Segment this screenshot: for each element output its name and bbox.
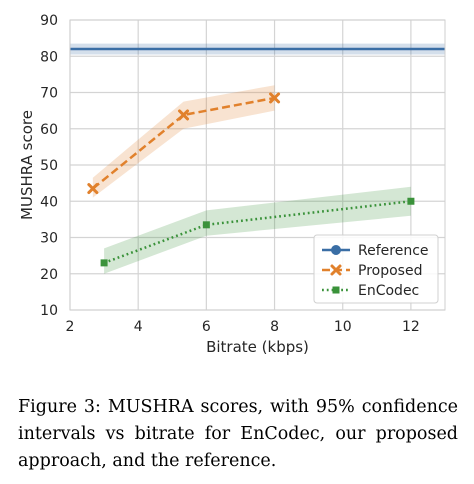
- legend-reference-label: Reference: [358, 243, 429, 259]
- x-tick-label: 2: [66, 319, 75, 335]
- y-tick-label: 90: [40, 13, 58, 29]
- proposed-line: [92, 96, 275, 190]
- proposed-point: [269, 92, 281, 104]
- x-tick-labels: 2 4 6 8 10 12: [66, 319, 420, 335]
- proposed-point: [87, 183, 99, 195]
- figure-caption: Figure 3: MUSHRA scores, with 95% confid…: [18, 397, 458, 471]
- y-tick-label: 30: [40, 231, 58, 247]
- series-markers: [87, 92, 415, 267]
- proposed-point: [178, 109, 190, 121]
- y-axis-label: MUSHRA score: [18, 110, 36, 220]
- y-tick-label: 60: [40, 122, 58, 138]
- legend-encodec-label: EnCodec: [358, 283, 419, 299]
- encodec-line: [103, 200, 412, 265]
- y-tick-label: 20: [40, 267, 58, 283]
- y-tick-label: 10: [40, 303, 58, 319]
- encodec-confidence-band: [104, 186, 411, 274]
- legend-proposed-marker: [330, 264, 342, 276]
- x-tick-label: 8: [270, 319, 279, 335]
- y-tick-label: 50: [40, 158, 58, 174]
- series-lines: [70, 47, 445, 265]
- legend-proposed-label: Proposed: [358, 263, 422, 279]
- legend-encodec-marker: [332, 286, 340, 294]
- x-tick-label: 12: [402, 319, 420, 335]
- encodec-point: [100, 259, 108, 267]
- legend-box: [313, 234, 439, 304]
- legend-reference-marker: [331, 245, 341, 255]
- x-axis-label: Bitrate (kbps): [206, 338, 309, 356]
- y-tick-labels: 10 20 30 40 50 60 70 80 90: [40, 13, 58, 319]
- x-tick-label: 10: [334, 319, 352, 335]
- proposed-confidence-band: [92, 85, 275, 198]
- y-tick-label: 40: [40, 194, 58, 210]
- encodec-point: [407, 197, 415, 205]
- x-tick-label: 4: [134, 319, 143, 335]
- grid: [69, 19, 445, 311]
- plot-frame: [69, 19, 446, 311]
- x-tick-label: 6: [202, 319, 211, 335]
- y-tick-label: 70: [40, 86, 58, 102]
- legend: Reference Proposed EnCodec: [313, 234, 439, 304]
- encodec-point: [202, 221, 210, 229]
- y-tick-label: 80: [40, 49, 58, 65]
- mushra-chart: 2 4 6 8 10 12 10 20 30 40 50 60 70 80 90 Bitrate (kbp…: [18, 13, 446, 356]
